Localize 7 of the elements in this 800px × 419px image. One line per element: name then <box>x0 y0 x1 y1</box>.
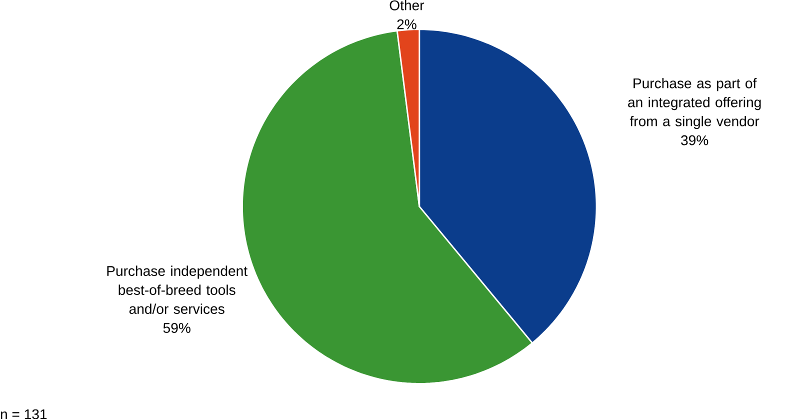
slice-label: Purchase independent best-of-breed tools and/or services <box>107 266 248 314</box>
data-label: 39% <box>681 135 708 146</box>
data-label: 2% <box>397 19 416 30</box>
data-label: 59% <box>163 322 190 333</box>
slice-label: Purchase as part of an integrated offering from a single vendor <box>628 78 761 129</box>
slice-label: Other <box>390 0 424 10</box>
text: n = 131 <box>0 409 47 419</box>
